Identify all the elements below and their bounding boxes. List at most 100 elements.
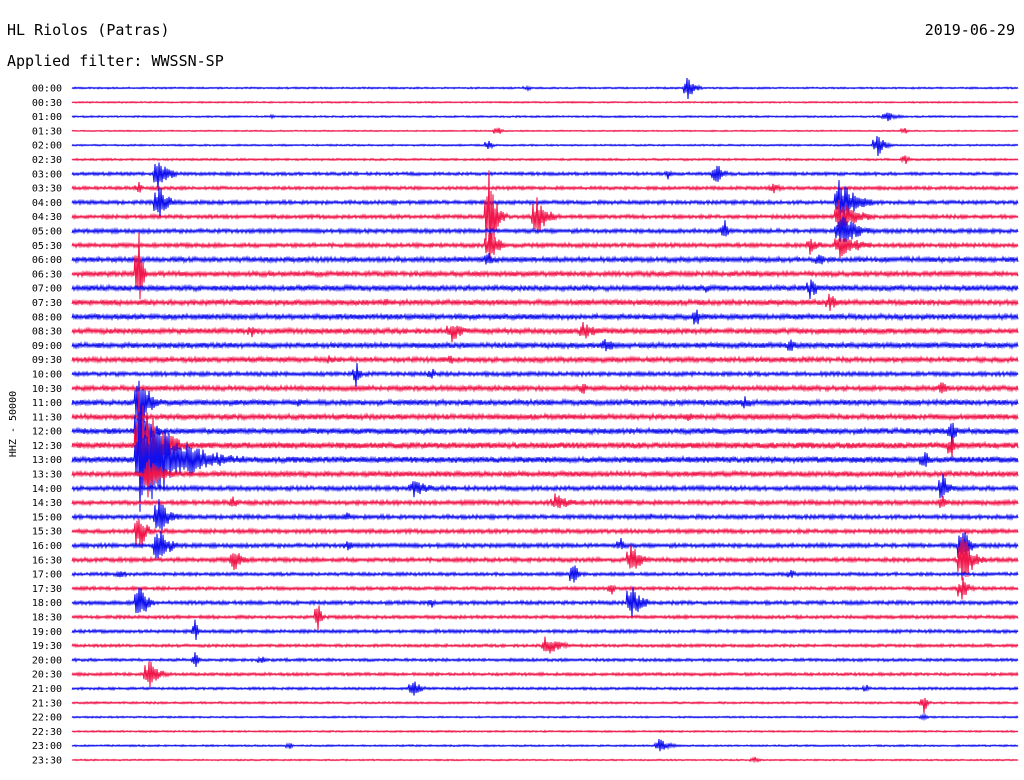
time-tick-label: 12:00: [32, 427, 62, 438]
time-tick-labels: 00:00 00:30 01:00 01:30 02:00 02:30 03:00 03:30…: [32, 84, 62, 767]
time-tick-label: 01:30: [32, 126, 62, 137]
trace-row: [71, 565, 1019, 583]
trace-row: [71, 391, 1019, 499]
trace-row: [71, 279, 1019, 300]
time-tick-label: 07:00: [32, 284, 62, 295]
time-tick-label: 23:30: [32, 756, 62, 767]
time-tick-label: 06:30: [32, 269, 62, 280]
time-tick-label: 02:00: [32, 141, 62, 152]
time-tick-label: 01:00: [32, 112, 62, 123]
trace-row: [71, 382, 1019, 394]
time-tick-label: 23:00: [32, 741, 62, 752]
time-tick-label: 22:30: [32, 727, 62, 738]
trace-row: [71, 473, 1019, 499]
trace-row: [71, 112, 1019, 122]
time-tick-label: 10:00: [32, 369, 62, 380]
trace-row: [71, 127, 1019, 134]
trace-row: [71, 619, 1019, 641]
time-tick-label: 19:00: [32, 627, 62, 638]
time-tick-label: 03:30: [32, 184, 62, 195]
trace-row: [71, 100, 1019, 104]
time-tick-label: 09:00: [32, 341, 62, 352]
time-tick-label: 17:00: [32, 570, 62, 581]
trace-row: [71, 412, 1019, 422]
trace-row: [71, 216, 1019, 243]
trace-row: [71, 155, 1019, 164]
trace-row: [71, 77, 1019, 100]
time-tick-label: 04:00: [32, 198, 62, 209]
time-tick-label: 11:00: [32, 398, 62, 409]
time-tick-label: 18:00: [32, 598, 62, 609]
time-tick-label: 13:30: [32, 470, 62, 481]
trace-row: [71, 739, 1019, 752]
time-tick-label: 04:30: [32, 212, 62, 223]
trace-row: [71, 519, 1019, 547]
trace-row: [71, 181, 1019, 194]
time-tick-label: 13:00: [32, 455, 62, 466]
time-tick-label: 18:30: [32, 613, 62, 624]
trace-row: [71, 355, 1019, 365]
trace-row: [71, 661, 1019, 687]
time-tick-label: 16:30: [32, 555, 62, 566]
time-tick-label: 15:00: [32, 512, 62, 523]
trace-row: [71, 729, 1019, 734]
trace-row: [71, 493, 1019, 509]
time-tick-label: 05:30: [32, 241, 62, 252]
trace-row: [71, 459, 1019, 498]
trace-row: [71, 162, 1019, 191]
trace-row: [71, 180, 1019, 225]
trace-row: [71, 586, 1019, 618]
time-tick-label: 07:30: [32, 298, 62, 309]
trace-row: [71, 605, 1019, 630]
time-tick-label: 08:00: [32, 312, 62, 323]
trace-row: [71, 233, 1019, 258]
trace-row: [71, 537, 1019, 581]
time-tick-label: 21:00: [32, 684, 62, 695]
trace-row: [71, 499, 1019, 531]
time-tick-label: 16:00: [32, 541, 62, 552]
trace-row: [71, 712, 1019, 722]
trace-row: [71, 232, 1019, 300]
time-tick-label: 20:00: [32, 655, 62, 666]
trace-row: [71, 309, 1019, 325]
time-tick-label: 00:00: [32, 84, 62, 95]
trace-row: [71, 531, 1019, 559]
trace-row: [71, 363, 1019, 387]
time-tick-label: 21:30: [32, 698, 62, 709]
trace-row: [71, 380, 1019, 431]
trace-row: [71, 293, 1019, 311]
trace-row: [71, 697, 1019, 714]
trace-row: [71, 577, 1019, 600]
time-tick-label: 14:00: [32, 484, 62, 495]
time-tick-label: 05:00: [32, 226, 62, 237]
time-tick-label: 10:30: [32, 384, 62, 395]
time-tick-label: 14:30: [32, 498, 62, 509]
seismogram-traces: [71, 77, 1019, 764]
time-tick-label: 12:30: [32, 441, 62, 452]
time-tick-label: 09:30: [32, 355, 62, 366]
channel-axis-label: HHZ - 50000: [8, 391, 19, 457]
time-tick-label: 11:30: [32, 412, 62, 423]
trace-row: [71, 652, 1019, 667]
time-tick-label: 17:30: [32, 584, 62, 595]
time-tick-label: 22:00: [32, 713, 62, 724]
time-tick-label: 00:30: [32, 98, 62, 109]
applied-filter-label: Applied filter: WWSSN-SP: [7, 52, 224, 70]
time-tick-label: 02:30: [32, 155, 62, 166]
trace-row: [71, 411, 1019, 512]
time-tick-label: 08:30: [32, 327, 62, 338]
plot-date: 2019-06-29: [924, 21, 1015, 39]
time-tick-label: 06:00: [32, 255, 62, 266]
trace-row: [71, 681, 1019, 696]
time-tick-label: 03:00: [32, 169, 62, 180]
trace-row: [71, 756, 1019, 764]
trace-row: [71, 170, 1019, 262]
time-tick-label: 15:30: [32, 527, 62, 538]
trace-row: [71, 636, 1019, 654]
trace-row: [71, 136, 1019, 157]
trace-row: [71, 252, 1019, 265]
time-tick-label: 19:30: [32, 641, 62, 652]
trace-row: [71, 322, 1019, 343]
trace-row: [71, 403, 1019, 461]
